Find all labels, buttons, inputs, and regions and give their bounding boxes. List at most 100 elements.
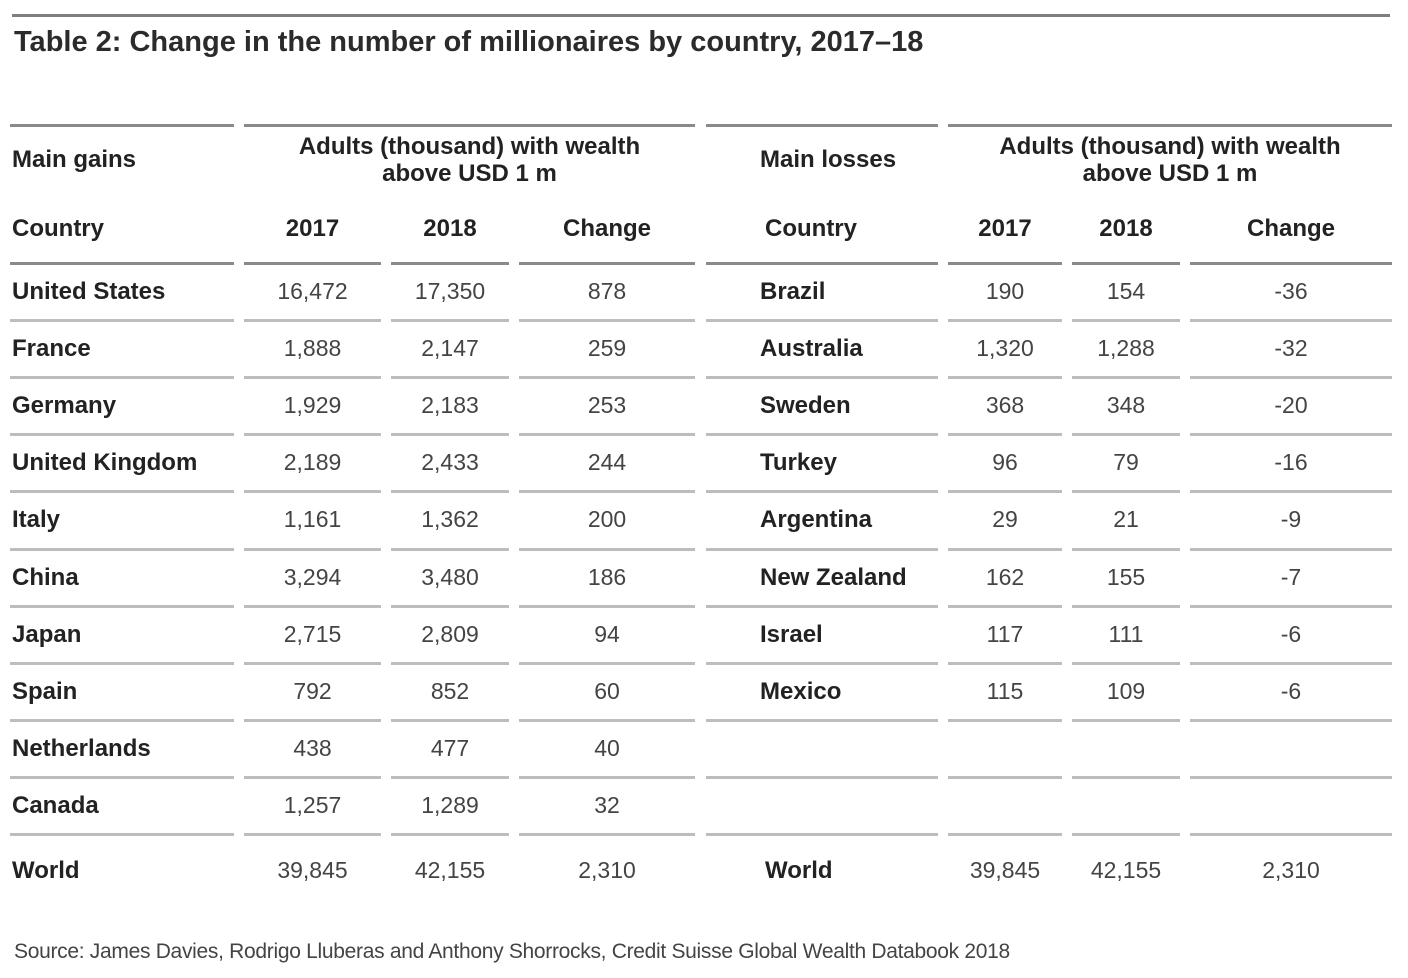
- gains-header-top-rule: [10, 124, 234, 127]
- losses-row-value: -6: [1280, 678, 1302, 704]
- losses-row-value: 115: [986, 678, 1024, 704]
- gains-row-rule: [10, 605, 234, 608]
- gains-row-country: China: [12, 564, 79, 591]
- gains-row-rule: [10, 490, 234, 493]
- gains-row-value: 1,289: [421, 792, 479, 818]
- gains-row-country: Spain: [12, 678, 78, 705]
- losses-row-value: 109: [1106, 678, 1146, 704]
- gains-row-rule: [244, 376, 381, 379]
- losses-total-label: World: [765, 857, 833, 884]
- losses-header-bottom-rule: [706, 262, 938, 265]
- losses-row-value: -7: [1280, 564, 1302, 590]
- gains-header-bottom-rule: [244, 262, 381, 265]
- gains-row-rule: [519, 662, 695, 665]
- gains-row-rule: [244, 548, 381, 551]
- group-header-line-1: Adults (thousand) with wealth: [298, 133, 641, 160]
- gains-row-rule: [391, 662, 509, 665]
- gains-row-rule: [244, 776, 381, 779]
- losses-row-value: 117: [986, 621, 1024, 647]
- losses-total-value: 42,155: [1090, 857, 1162, 883]
- losses-row-rule: [948, 719, 1062, 722]
- gains-row-rule: [519, 433, 695, 436]
- gains-row-rule: [10, 776, 234, 779]
- gains-row-value: 1,161: [283, 506, 342, 532]
- gains-row-value: 253: [587, 392, 627, 418]
- losses-row-country: Australia: [760, 335, 863, 362]
- gains-row-value: 3,480: [421, 564, 479, 590]
- gains-row-rule: [10, 376, 234, 379]
- losses-col-header-2018: 2018: [1099, 215, 1153, 242]
- gains-col-header-country: Country: [12, 215, 104, 242]
- gains-row-rule: [244, 833, 381, 836]
- losses-header-bottom-rule: [1072, 262, 1180, 265]
- gains-row-rule: [519, 719, 695, 722]
- losses-header-bottom-rule: [948, 262, 1062, 265]
- losses-row-rule: [1072, 490, 1180, 493]
- losses-row-rule: [1190, 719, 1392, 722]
- losses-row-rule: [706, 662, 938, 665]
- gains-row-value: 94: [594, 621, 620, 647]
- gains-row-value: 2,433: [421, 449, 479, 475]
- losses-row-rule: [1190, 833, 1392, 836]
- gains-row-value: 244: [587, 449, 627, 475]
- gains-total-value: 2,310: [578, 857, 636, 883]
- losses-row-rule: [1072, 605, 1180, 608]
- losses-header-bottom-rule: [1190, 262, 1392, 265]
- losses-row-value: 368: [985, 392, 1025, 418]
- losses-row-value: 348: [1106, 392, 1146, 418]
- gains-row-value: 60: [594, 678, 620, 704]
- gains-col-header-change: Change: [562, 215, 651, 242]
- gains-col-header-2017: 2017: [285, 215, 340, 242]
- losses-row-value: 79: [1113, 449, 1139, 475]
- losses-total-value: 2,310: [1262, 857, 1320, 883]
- losses-row-value: 111: [1108, 621, 1144, 647]
- gains-row-rule: [391, 433, 509, 436]
- losses-row-value: 162: [985, 564, 1025, 590]
- losses-group-header: Adults (thousand) with wealth above USD 1…: [948, 133, 1392, 187]
- gains-row-country: Germany: [12, 392, 117, 419]
- losses-row-rule: [948, 776, 1062, 779]
- gains-header-bottom-rule: [391, 262, 509, 265]
- group-header-line-2: above USD 1 m: [1082, 160, 1258, 187]
- losses-row-rule: [706, 605, 938, 608]
- gains-row-rule: [10, 662, 234, 665]
- gains-row-rule: [244, 719, 381, 722]
- gains-row-rule: [519, 776, 695, 779]
- gains-row-value: 2,809: [421, 621, 479, 647]
- gains-group-header: Adults (thousand) with wealth above USD 1…: [244, 133, 695, 187]
- gains-row-country: United States: [12, 278, 166, 305]
- gains-row-country: United Kingdom: [12, 449, 198, 476]
- gains-row-country: Netherlands: [12, 735, 151, 762]
- gains-row-value: 259: [587, 335, 627, 361]
- gains-row-rule: [244, 319, 381, 322]
- gains-row-value: 792: [293, 678, 332, 704]
- losses-row-country: Argentina: [760, 506, 873, 533]
- gains-row-rule: [391, 776, 509, 779]
- gains-row-rule: [10, 548, 234, 551]
- gains-row-value: 878: [587, 278, 627, 304]
- gains-row-value: 2,189: [283, 449, 342, 475]
- losses-row-rule: [706, 719, 938, 722]
- losses-row-rule: [948, 548, 1062, 551]
- gains-row-rule: [391, 719, 509, 722]
- gains-row-value: 852: [430, 678, 470, 704]
- gains-row-value: 17,350: [414, 278, 486, 304]
- losses-row-rule: [948, 662, 1062, 665]
- losses-row-country: Brazil: [760, 278, 826, 305]
- gains-row-rule: [244, 662, 381, 665]
- losses-row-rule: [948, 376, 1062, 379]
- gains-row-value: 1,362: [421, 506, 479, 532]
- losses-row-rule: [1072, 376, 1180, 379]
- losses-row-rule: [1072, 548, 1180, 551]
- losses-row-rule: [1072, 662, 1180, 665]
- losses-row-value: -6: [1280, 621, 1302, 647]
- losses-row-rule: [948, 605, 1062, 608]
- gains-total-label: World: [12, 857, 80, 884]
- gains-total-value: 42,155: [414, 857, 486, 883]
- losses-row-country: Turkey: [760, 449, 837, 476]
- gains-row-value: 32: [594, 792, 620, 818]
- losses-row-rule: [1072, 719, 1180, 722]
- losses-row-rule: [1190, 662, 1392, 665]
- losses-row-value: -9: [1280, 506, 1302, 532]
- gains-row-value: 2,147: [421, 335, 479, 361]
